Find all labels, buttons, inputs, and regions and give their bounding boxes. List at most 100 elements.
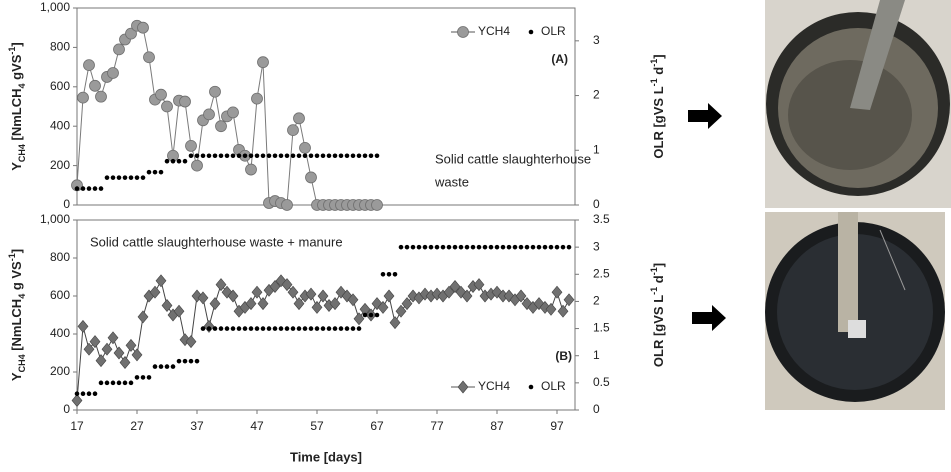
marker bbox=[368, 153, 374, 159]
marker bbox=[380, 271, 386, 277]
marker bbox=[326, 326, 332, 331]
marker bbox=[89, 335, 101, 349]
marker bbox=[302, 326, 308, 331]
legend-label: YCH4 bbox=[478, 379, 510, 393]
marker bbox=[230, 326, 236, 331]
marker bbox=[212, 153, 218, 159]
marker bbox=[161, 100, 173, 113]
marker bbox=[128, 380, 134, 386]
marker bbox=[281, 278, 293, 292]
x-tick-label: 77 bbox=[430, 419, 444, 433]
marker bbox=[209, 297, 221, 311]
y-tick-label: 800 bbox=[50, 250, 70, 264]
y-axis-label-part: ] bbox=[9, 249, 24, 253]
marker bbox=[104, 175, 110, 180]
marker bbox=[251, 285, 263, 299]
marker bbox=[185, 139, 197, 152]
marker bbox=[401, 297, 413, 311]
y2-tick-label: 2 bbox=[593, 88, 600, 102]
marker bbox=[149, 285, 161, 299]
legend-marker bbox=[457, 380, 469, 394]
marker bbox=[170, 364, 176, 369]
y-tick-label: 600 bbox=[50, 288, 70, 302]
marker bbox=[71, 394, 83, 407]
marker bbox=[332, 153, 338, 159]
marker bbox=[356, 153, 362, 159]
marker bbox=[293, 112, 305, 125]
marker bbox=[206, 153, 212, 159]
marker bbox=[119, 356, 131, 369]
y-axis-label-part: gVS bbox=[9, 54, 24, 83]
marker bbox=[434, 244, 440, 250]
x-axis-label: Time [days] bbox=[290, 449, 362, 464]
marker bbox=[458, 244, 464, 250]
marker bbox=[344, 153, 350, 159]
marker bbox=[563, 293, 575, 307]
marker bbox=[236, 326, 242, 331]
marker bbox=[254, 326, 260, 331]
marker bbox=[278, 326, 284, 331]
marker bbox=[410, 244, 416, 250]
marker bbox=[452, 244, 458, 250]
marker bbox=[398, 244, 404, 250]
marker bbox=[500, 244, 506, 250]
marker bbox=[554, 244, 560, 250]
marker bbox=[143, 51, 155, 64]
marker bbox=[293, 297, 305, 311]
marker bbox=[242, 153, 248, 159]
y2-tick-label: 1 bbox=[593, 348, 600, 362]
marker bbox=[185, 335, 197, 349]
marker bbox=[308, 153, 314, 159]
marker bbox=[173, 304, 185, 318]
x-tick-label: 37 bbox=[190, 419, 204, 433]
x-tick-label: 47 bbox=[250, 419, 264, 433]
y2-axis-label-part: -1 bbox=[649, 78, 659, 86]
plot-frame bbox=[76, 219, 576, 411]
marker bbox=[254, 153, 260, 159]
marker bbox=[494, 244, 500, 250]
y-axis-label-part: -1 bbox=[7, 47, 17, 55]
y2-tick-label: 1 bbox=[593, 142, 600, 156]
legend-marker bbox=[528, 384, 534, 390]
marker bbox=[488, 244, 494, 250]
marker bbox=[395, 304, 407, 318]
marker bbox=[194, 153, 200, 159]
marker bbox=[260, 326, 266, 331]
y-axis-label-part: [NmLCH bbox=[9, 88, 24, 144]
marker bbox=[131, 348, 143, 362]
marker bbox=[428, 244, 434, 250]
marker bbox=[224, 326, 230, 331]
marker bbox=[446, 244, 452, 250]
marker bbox=[164, 364, 170, 369]
marker bbox=[137, 21, 149, 34]
marker bbox=[125, 27, 137, 40]
marker bbox=[203, 108, 215, 121]
marker bbox=[134, 375, 140, 380]
marker bbox=[560, 244, 566, 250]
marker bbox=[443, 285, 455, 299]
marker bbox=[530, 244, 536, 250]
marker bbox=[215, 278, 227, 292]
marker bbox=[338, 326, 344, 331]
marker bbox=[95, 90, 107, 103]
x-tick-label: 87 bbox=[490, 419, 504, 433]
legend-label: OLR bbox=[541, 379, 566, 393]
marker bbox=[299, 141, 311, 154]
marker bbox=[404, 244, 410, 250]
marker bbox=[101, 342, 113, 356]
marker bbox=[248, 326, 254, 331]
marker bbox=[473, 278, 485, 292]
y2-tick-label: 3.5 bbox=[593, 212, 610, 226]
marker bbox=[80, 186, 86, 191]
marker bbox=[470, 244, 476, 250]
marker bbox=[260, 153, 266, 159]
legend-marker bbox=[457, 26, 469, 38]
marker bbox=[362, 153, 368, 159]
annotation: (B) bbox=[555, 349, 572, 363]
marker bbox=[545, 302, 557, 316]
marker bbox=[350, 153, 356, 159]
marker bbox=[137, 310, 149, 324]
marker bbox=[362, 312, 368, 318]
y-tick-label: 400 bbox=[50, 118, 70, 132]
y2-axis-label: OLR [gVS L-1 d-1] bbox=[649, 54, 666, 158]
